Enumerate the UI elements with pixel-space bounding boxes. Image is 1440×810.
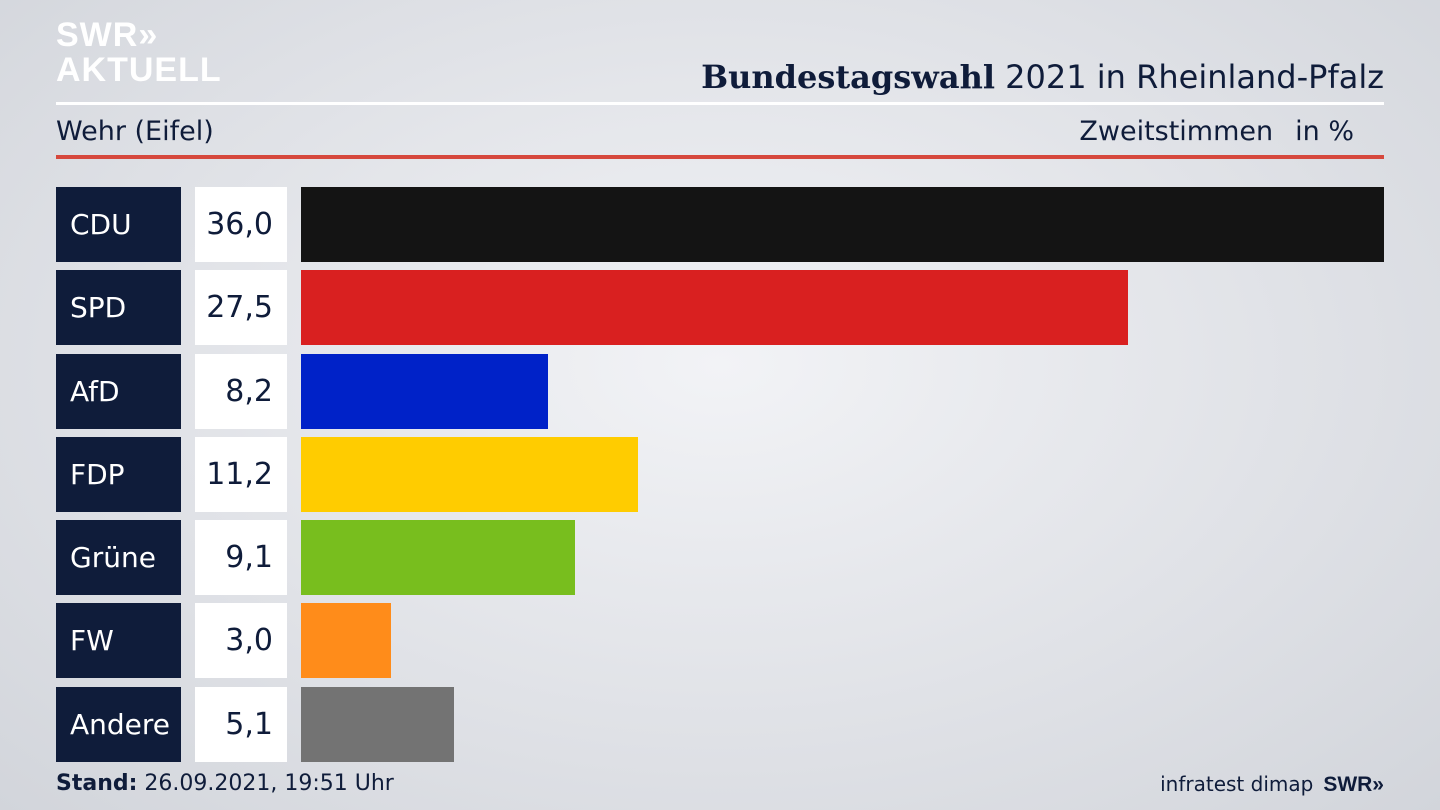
bar-chart: CDU 36,0 SPD 27,5 AfD 8,2 FDP 11,2 Grüne 9,1 FW 3,0… [56,187,1384,770]
party-label: Andere [56,686,181,762]
bar-row: CDU 36,0 [56,187,1384,262]
timestamp-value: 26.09.2021, 19:51 Uhr [137,771,394,796]
bar-row: Grüne 9,1 [56,520,1384,596]
accent-divider [56,155,1384,159]
chart-title: Bundestagswahl 2021 in Rheinland-Pfalz [701,58,1384,96]
swr-brand-mark: SWR» [1323,773,1384,796]
timestamp: Stand: 26.09.2021, 19:51 Uhr [56,771,394,796]
bar [301,353,548,429]
bar-row: AfD 8,2 [56,353,1384,429]
chart-title-rest: 2021 in Rheinland-Pfalz [995,58,1384,96]
value-label: 9,1 [195,520,287,596]
chart-subtitle: Wehr (Eifel) [56,116,214,147]
bar-row: Andere 5,1 [56,686,1384,762]
bar-row: SPD 27,5 [56,270,1384,346]
bar [301,686,455,762]
bar [301,520,575,596]
source-credit: infratest dimap SWR» [1160,772,1384,797]
measure-label: Zweitstimmen in % [1079,116,1354,147]
swr-aktuell-logo: SWR» AKTUELL [56,18,222,88]
bar [301,603,392,679]
party-label: FDP [56,436,181,512]
party-label: Grüne [56,520,181,596]
chart-title-bold: Bundestagswahl [701,58,995,96]
value-label: 5,1 [195,686,287,762]
bar [301,436,638,512]
bar-row: FDP 11,2 [56,436,1384,512]
bar-row: FW 3,0 [56,603,1384,679]
source-name: infratest dimap [1160,772,1314,796]
party-label: SPD [56,270,181,346]
header-divider [56,102,1384,105]
party-label: AfD [56,353,181,429]
value-label: 8,2 [195,353,287,429]
party-label: CDU [56,187,181,262]
logo-line-2: AKTUELL [56,51,222,89]
logo-line-1: SWR» [56,16,159,54]
party-label: FW [56,603,181,679]
measure-unit: in % [1295,116,1354,147]
measure-name: Zweitstimmen [1079,116,1274,147]
timestamp-label: Stand: [56,771,138,796]
value-label: 36,0 [195,187,287,262]
value-label: 11,2 [195,436,287,512]
value-label: 3,0 [195,603,287,679]
bar [301,270,1129,346]
bar [301,187,1384,262]
value-label: 27,5 [195,270,287,346]
